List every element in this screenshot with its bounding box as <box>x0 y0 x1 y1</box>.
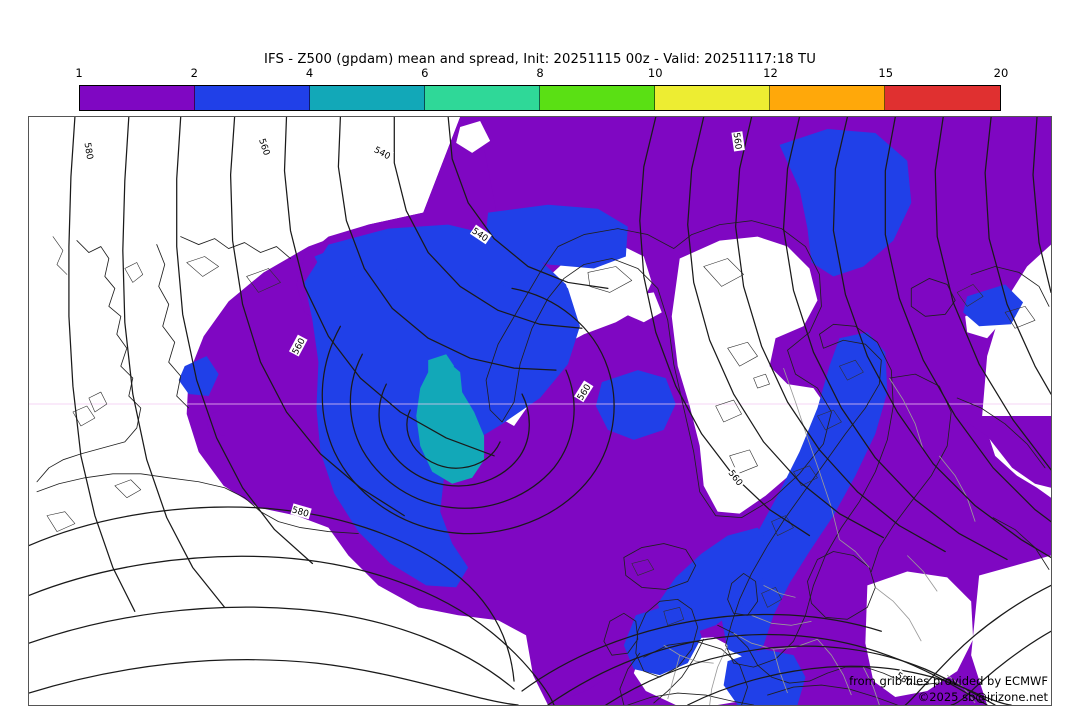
colorbar-tick-4: 4 <box>305 66 314 80</box>
source-attribution: from grib files provided by ECMWF <box>849 674 1048 688</box>
colorbar-tick-12: 12 <box>763 66 778 80</box>
contour-labels: 580 560 540 560 <box>81 131 916 689</box>
colorbar-segment-1-2 <box>80 86 195 110</box>
colorbar-tick-10: 10 <box>647 66 663 80</box>
colorbar-tick-labels: 1 2 4 6 8 10 12 15 20 <box>75 66 1008 82</box>
colorbar-segment-15-20 <box>885 86 1000 110</box>
colorbar-tick-8: 8 <box>536 66 544 80</box>
svg-text:580: 580 <box>291 505 311 519</box>
colorbar-segment-6-8 <box>425 86 540 110</box>
page-title: IFS - Z500 (gpdam) mean and spread, Init… <box>264 52 816 67</box>
copyright-notice: ©2025 sb@irizone.net <box>917 690 1048 704</box>
svg-text:560: 560 <box>730 132 742 151</box>
colorbar-gradient <box>79 85 1001 111</box>
colorbar-tick-2: 2 <box>190 66 198 80</box>
map-svg: .sp1 { fill:#7f07c2; } .sp2 { fill:#2040… <box>29 117 1051 705</box>
colorbar-segment-4-6 <box>310 86 425 110</box>
colorbar-tick-20: 20 <box>993 66 1009 80</box>
svg-text:580: 580 <box>81 142 94 161</box>
coastlines <box>36 220 1050 705</box>
colorbar-segment-8-10 <box>540 86 655 110</box>
map-canvas[interactable]: .sp1 { fill:#7f07c2; } .sp2 { fill:#2040… <box>28 116 1052 706</box>
colorbar-segment-12-15 <box>770 86 885 110</box>
colorbar-segment-2-4 <box>195 86 310 110</box>
height-contours <box>29 117 1051 705</box>
colorbar: 1 2 4 6 8 10 12 15 20 <box>75 66 1008 111</box>
colorbar-segment-10-12 <box>655 86 770 110</box>
spread-field-teal <box>416 354 485 484</box>
colorbar-tick-1: 1 <box>75 66 83 80</box>
colorbar-tick-15: 15 <box>878 66 894 80</box>
colorbar-tick-6: 6 <box>421 66 429 80</box>
